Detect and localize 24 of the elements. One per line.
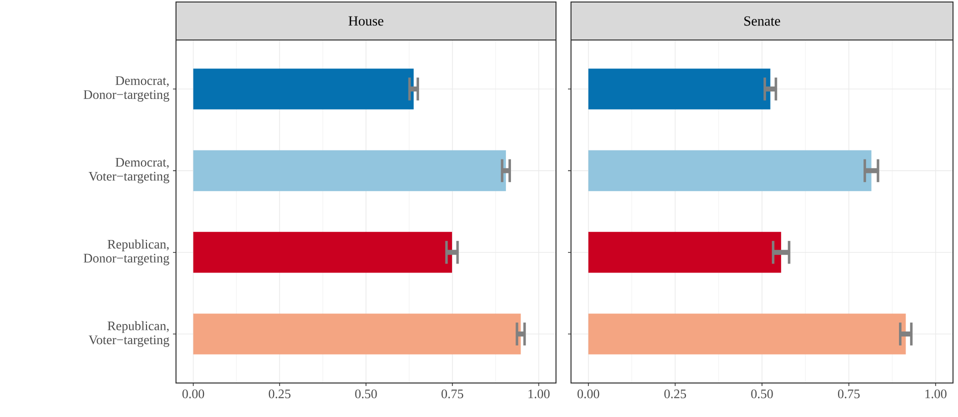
x-tick-label: 1.00: [528, 390, 550, 398]
bar: [588, 68, 770, 110]
x-tick-label: 0.25: [664, 390, 686, 398]
bar: [193, 68, 414, 110]
x-tick-label: 0.75: [838, 390, 860, 398]
x-tick-label: 0.50: [751, 390, 773, 398]
y-tick-label: Democrat, Donor−targeting: [84, 76, 170, 102]
bar: [588, 150, 872, 192]
chart-title: House: [348, 16, 384, 26]
chart-title: Senate: [744, 16, 780, 26]
bar: [588, 314, 906, 354]
x-tick-label: 0.00: [182, 390, 204, 398]
x-tick-label: 1.00: [925, 390, 946, 398]
y-tick-label: Republican, Voter−targeting: [88, 321, 170, 347]
x-tick-label: 0.75: [442, 390, 464, 398]
x-tick-label: 0.50: [355, 390, 377, 398]
x-tick-label: 0.25: [268, 390, 290, 398]
bar: [193, 150, 506, 192]
y-tick-label: Republican, Donor−targeting: [84, 239, 170, 266]
x-tick-label: 0.00: [578, 390, 600, 398]
bar: [588, 232, 782, 273]
bar: [193, 314, 521, 354]
bar: [193, 232, 452, 273]
y-tick-label: Democrat, Voter−targeting: [88, 158, 170, 184]
